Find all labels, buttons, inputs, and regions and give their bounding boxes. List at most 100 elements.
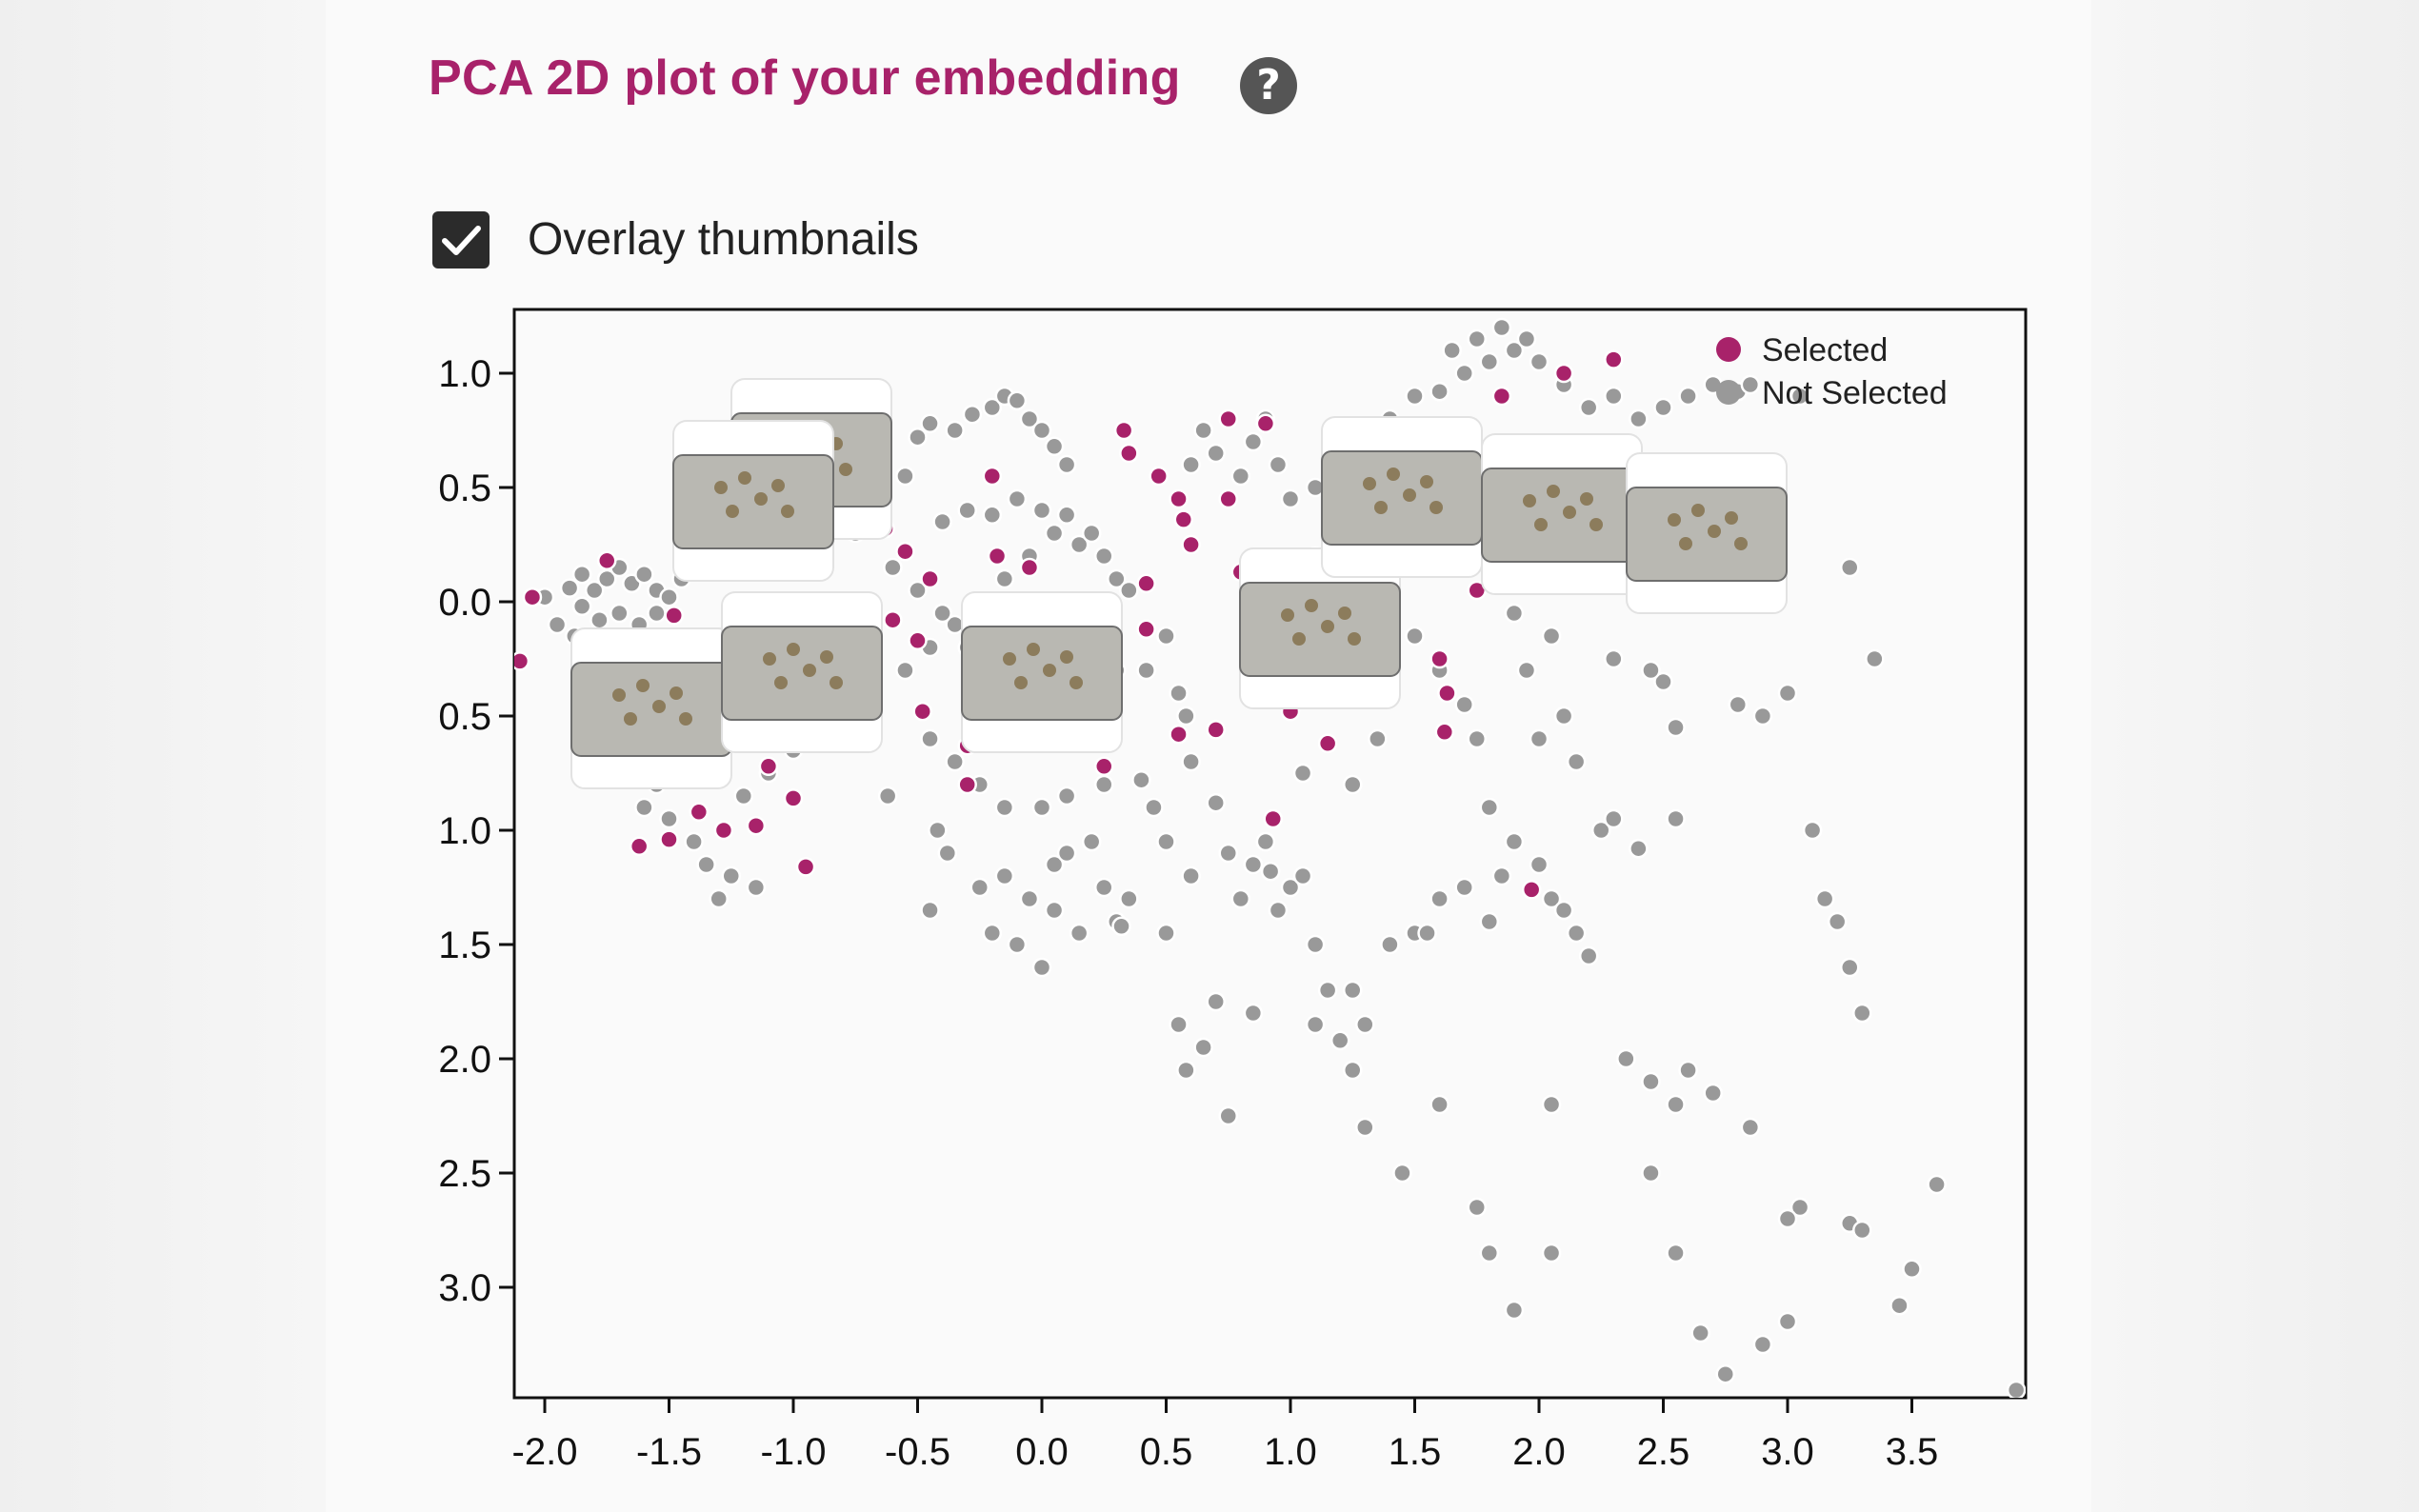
point-not-selected[interactable]	[1690, 1323, 1710, 1343]
point-not-selected[interactable]	[1260, 861, 1281, 882]
point-selected[interactable]	[713, 820, 734, 841]
point-not-selected[interactable]	[1467, 1197, 1487, 1218]
point-not-selected[interactable]	[1056, 843, 1077, 864]
point-selected[interactable]	[1218, 408, 1238, 429]
point-not-selected[interactable]	[1516, 660, 1537, 681]
point-not-selected[interactable]	[932, 603, 952, 624]
point-not-selected[interactable]	[1479, 911, 1500, 932]
point-not-selected[interactable]	[908, 427, 928, 448]
point-selected[interactable]	[987, 546, 1008, 567]
point-not-selected[interactable]	[1019, 888, 1040, 909]
point-not-selected[interactable]	[1405, 626, 1425, 647]
point-not-selected[interactable]	[945, 751, 965, 772]
point-not-selected[interactable]	[1206, 991, 1226, 1012]
point-not-selected[interactable]	[1355, 1014, 1375, 1035]
point-not-selected[interactable]	[709, 888, 729, 909]
point-selected[interactable]	[982, 466, 1003, 487]
point-not-selected[interactable]	[957, 500, 977, 521]
point-not-selected[interactable]	[1429, 381, 1449, 402]
point-selected[interactable]	[1206, 720, 1226, 740]
point-not-selected[interactable]	[1280, 488, 1301, 509]
point-not-selected[interactable]	[1056, 786, 1077, 806]
point-not-selected[interactable]	[1902, 1259, 1922, 1280]
point-not-selected[interactable]	[1230, 466, 1251, 487]
point-not-selected[interactable]	[1715, 1363, 1735, 1384]
point-not-selected[interactable]	[1094, 877, 1114, 898]
point-not-selected[interactable]	[1268, 454, 1289, 475]
thumbnail-overlay[interactable]	[961, 591, 1123, 753]
thumbnail-overlay[interactable]	[1481, 433, 1643, 595]
point-selected[interactable]	[664, 606, 684, 626]
point-not-selected[interactable]	[1865, 648, 1885, 669]
point-not-selected[interactable]	[1119, 580, 1139, 601]
point-not-selected[interactable]	[1044, 523, 1065, 544]
point-not-selected[interactable]	[1193, 420, 1213, 441]
point-not-selected[interactable]	[733, 786, 754, 806]
point-selected[interactable]	[1553, 363, 1574, 384]
point-not-selected[interactable]	[1305, 1014, 1326, 1035]
point-not-selected[interactable]	[1852, 1220, 1872, 1241]
point-not-selected[interactable]	[1031, 957, 1052, 978]
point-not-selected[interactable]	[1889, 1295, 1909, 1316]
point-not-selected[interactable]	[1777, 683, 1798, 704]
point-not-selected[interactable]	[1243, 854, 1264, 875]
point-not-selected[interactable]	[1031, 797, 1052, 818]
point-not-selected[interactable]	[634, 564, 654, 585]
point-not-selected[interactable]	[1193, 1037, 1213, 1058]
point-not-selected[interactable]	[1566, 923, 1587, 944]
point-not-selected[interactable]	[1206, 792, 1226, 813]
point-not-selected[interactable]	[982, 923, 1003, 944]
thumbnail-overlay[interactable]	[1321, 416, 1483, 578]
point-not-selected[interactable]	[1666, 1094, 1686, 1115]
point-not-selected[interactable]	[1007, 488, 1028, 509]
point-not-selected[interactable]	[1840, 557, 1860, 578]
point-selected[interactable]	[1181, 534, 1201, 555]
point-selected[interactable]	[1136, 573, 1156, 594]
point-not-selected[interactable]	[1380, 934, 1400, 955]
point-not-selected[interactable]	[1292, 865, 1313, 886]
point-not-selected[interactable]	[1144, 797, 1164, 818]
point-not-selected[interactable]	[1566, 751, 1587, 772]
point-not-selected[interactable]	[1740, 1117, 1761, 1138]
point-not-selected[interactable]	[1031, 420, 1052, 441]
point-not-selected[interactable]	[2006, 1380, 2026, 1399]
point-not-selected[interactable]	[1504, 603, 1525, 624]
point-not-selected[interactable]	[1740, 374, 1761, 395]
point-not-selected[interactable]	[571, 564, 592, 585]
point-not-selected[interactable]	[1666, 717, 1686, 738]
point-not-selected[interactable]	[634, 797, 654, 818]
point-selected[interactable]	[689, 802, 710, 823]
point-not-selected[interactable]	[1777, 1208, 1798, 1229]
point-not-selected[interactable]	[1666, 1243, 1686, 1263]
point-not-selected[interactable]	[590, 609, 610, 630]
point-not-selected[interactable]	[1243, 431, 1264, 452]
point-not-selected[interactable]	[1069, 923, 1090, 944]
point-not-selected[interactable]	[1641, 1071, 1661, 1092]
point-not-selected[interactable]	[1206, 443, 1226, 464]
point-not-selected[interactable]	[928, 820, 948, 841]
point-not-selected[interactable]	[1504, 1300, 1525, 1321]
point-not-selected[interactable]	[659, 587, 679, 607]
point-not-selected[interactable]	[1516, 328, 1537, 349]
point-not-selected[interactable]	[1553, 706, 1574, 726]
point-not-selected[interactable]	[1479, 351, 1500, 372]
point-not-selected[interactable]	[1491, 317, 1512, 338]
point-not-selected[interactable]	[1666, 808, 1686, 829]
point-not-selected[interactable]	[721, 865, 741, 886]
point-not-selected[interactable]	[1305, 934, 1326, 955]
point-not-selected[interactable]	[1703, 1083, 1723, 1104]
point-not-selected[interactable]	[1802, 820, 1823, 841]
point-not-selected[interactable]	[1218, 1105, 1238, 1126]
point-not-selected[interactable]	[1479, 1243, 1500, 1263]
point-not-selected[interactable]	[1504, 831, 1525, 852]
point-not-selected[interactable]	[1107, 568, 1127, 589]
point-not-selected[interactable]	[994, 797, 1015, 818]
point-selected[interactable]	[629, 836, 650, 857]
point-not-selected[interactable]	[1529, 351, 1549, 372]
point-not-selected[interactable]	[1504, 340, 1525, 361]
point-not-selected[interactable]	[1653, 397, 1673, 418]
point-not-selected[interactable]	[1479, 797, 1500, 818]
point-not-selected[interactable]	[1368, 728, 1388, 749]
point-not-selected[interactable]	[920, 413, 940, 434]
point-not-selected[interactable]	[1814, 888, 1835, 909]
